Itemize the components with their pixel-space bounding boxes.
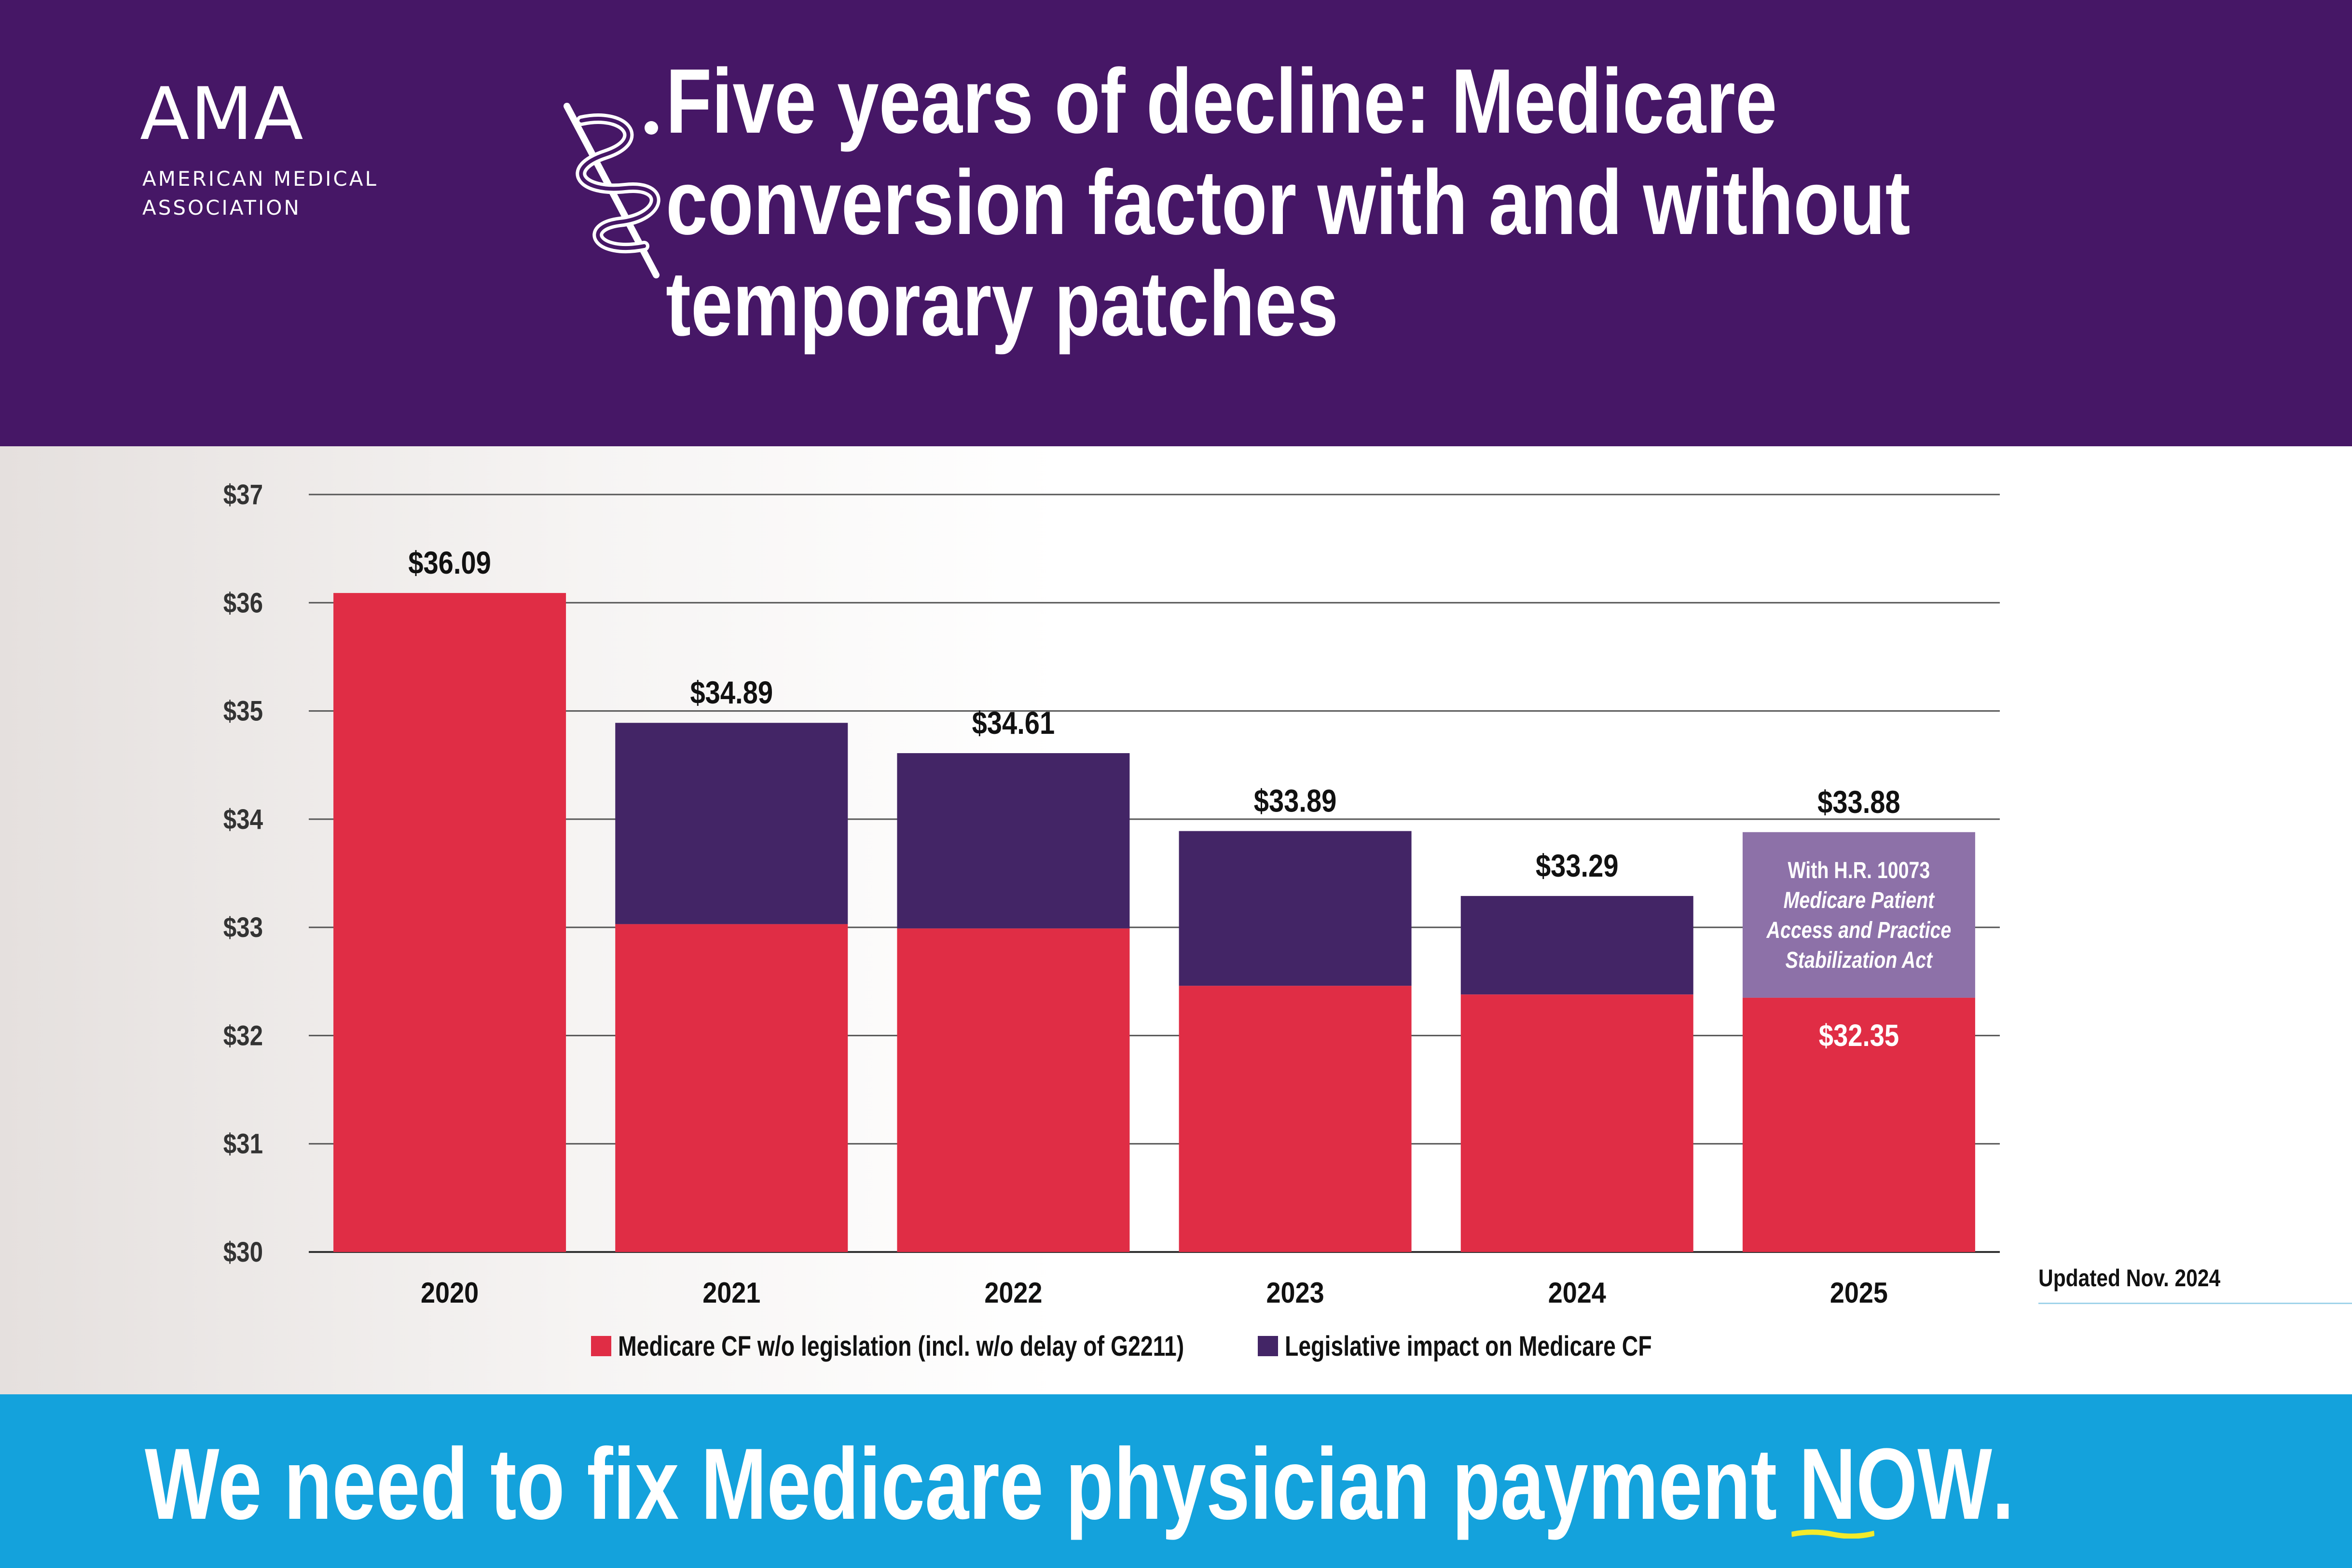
inner-label-2025: $32.35	[1819, 1018, 1899, 1053]
chart-legend: Medicare CF w/o legislation (incl. w/o d…	[591, 1329, 1763, 1363]
total-label-2022: $34.61	[972, 705, 1055, 741]
bar-base-2022	[897, 928, 1130, 1252]
bar-base-2024	[1460, 994, 1693, 1252]
total-label-2024: $33.29	[1536, 848, 1619, 883]
slogan-now: NOW	[1791, 1426, 1992, 1542]
x-tick-label-2022: 2022	[984, 1277, 1042, 1309]
legend-label-base: Medicare CF w/o legislation (incl. w/o d…	[618, 1330, 1184, 1362]
bar-legislative-2021	[615, 723, 848, 924]
now-underline-icon	[1791, 1529, 1874, 1539]
legend-item-base: Medicare CF w/o legislation (incl. w/o d…	[591, 1330, 1325, 1362]
updated-date: Updated Nov. 2024	[2038, 1265, 2221, 1292]
total-label-2023: $33.89	[1254, 783, 1337, 818]
x-tick-label-2021: 2021	[702, 1277, 760, 1309]
slogan: We need to fix Medicare physician paymen…	[145, 1426, 2014, 1542]
y-tick-label-1: $31	[223, 1128, 263, 1160]
total-label-2025: $33.88	[1817, 784, 1900, 820]
bar-legislative-2024	[1460, 896, 1693, 995]
y-tick-label-2: $32	[223, 1020, 263, 1052]
logo-wordmark: AMA	[140, 72, 304, 156]
bar-base-2020	[333, 593, 566, 1252]
bar-base-2021	[615, 924, 848, 1252]
slogan-text: We need to fix Medicare physician paymen…	[145, 1427, 1799, 1540]
bar-base-2023	[1179, 986, 1412, 1252]
y-tick-label-3: $33	[223, 912, 263, 943]
x-tick-label-2024: 2024	[1548, 1277, 1606, 1309]
x-tick-label-2020: 2020	[421, 1277, 479, 1309]
legend-swatch-base	[591, 1336, 611, 1356]
y-tick-label-6: $36	[223, 588, 263, 619]
x-tick-label-2023: 2023	[1266, 1277, 1324, 1309]
legend-swatch-legislative	[1258, 1336, 1279, 1356]
bar-base-2025	[1742, 997, 1975, 1252]
bar-legislative-2023	[1179, 831, 1412, 986]
footer-banner: We need to fix Medicare physician paymen…	[0, 1394, 2352, 1568]
logo-line-2: ASSOCIATION	[142, 196, 301, 220]
conversion-factor-chart: $30 $31 $32 $33 $34 $35 $36 $37 $36.09 2020 $34.89…	[223, 479, 2000, 1309]
legend-item-legislative: Legislative impact on Medicare CF	[1258, 1330, 1744, 1362]
page-title: Five years of decline: Medicare conversi…	[666, 50, 1911, 355]
bar-legislative-2025	[1742, 832, 1975, 998]
annotation-2025-line-1: Medicare Patient	[1784, 887, 1936, 913]
y-tick-label-4: $34	[223, 804, 263, 835]
y-tick-label-7: $37	[223, 479, 263, 510]
updated-divider	[2038, 1303, 2352, 1304]
y-tick-label-0: $30	[223, 1237, 263, 1268]
annotation-2025-line-2: Access and Practice	[1766, 917, 1952, 943]
total-label-2020: $36.09	[408, 545, 491, 580]
x-tick-label-2025: 2025	[1830, 1277, 1888, 1309]
slogan-period: .	[1992, 1427, 2014, 1540]
chart-area: $30 $31 $32 $33 $34 $35 $36 $37 $36.09 2020 $34.89…	[0, 446, 2352, 1394]
bar-legislative-2022	[897, 753, 1130, 929]
staff-of-aesculapius-icon	[564, 103, 660, 278]
annotation-2025-line-3: Stabilization Act	[1786, 947, 1934, 973]
header-banner: AMA AMERICAN MEDICAL ASSOCIATION Five ye…	[0, 0, 2352, 446]
annotation-2025-line-0: With H.R. 10073	[1788, 857, 1930, 883]
legend-label-legislative: Legislative impact on Medicare CF	[1285, 1330, 1652, 1362]
ama-logo: AMA AMERICAN MEDICAL ASSOCIATION	[140, 53, 660, 278]
y-tick-label-5: $35	[223, 696, 263, 727]
slogan-now-text: NOW	[1799, 1427, 1992, 1540]
logo-line-1: AMERICAN MEDICAL	[142, 167, 378, 191]
total-label-2021: $34.89	[690, 675, 773, 710]
